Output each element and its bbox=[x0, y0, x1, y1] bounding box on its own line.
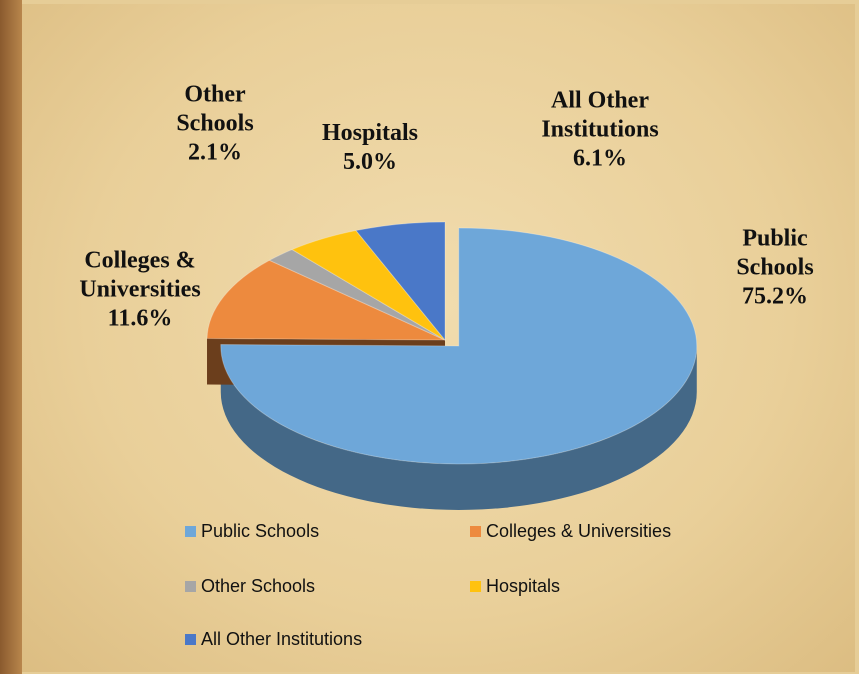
legend-swatch bbox=[185, 634, 196, 645]
legend-item: Colleges & Universities bbox=[470, 521, 671, 542]
legend-label: Hospitals bbox=[486, 576, 561, 596]
data-label: Hospitals 5.0% bbox=[295, 119, 445, 177]
data-label-value: 5.0% bbox=[343, 149, 397, 175]
data-label-name: Hospitals bbox=[321, 120, 419, 146]
data-label-name: Colleges & Universities bbox=[79, 247, 201, 303]
legend-label: Colleges & Universities bbox=[486, 521, 672, 541]
legend-swatch bbox=[185, 581, 196, 592]
slice bbox=[220, 227, 698, 465]
slice bbox=[206, 259, 446, 341]
slice bbox=[291, 230, 446, 341]
data-label-name: Public Schools bbox=[736, 225, 814, 281]
legend-item: Other Schools bbox=[185, 576, 315, 597]
data-label: Colleges & Universities 11.6% bbox=[65, 247, 215, 334]
legend-swatch bbox=[185, 526, 196, 537]
legend-item: Public Schools bbox=[185, 521, 319, 542]
slice-side bbox=[220, 345, 697, 510]
data-label: All Other Institutions 6.1% bbox=[525, 87, 675, 174]
legend-item: Hospitals bbox=[470, 576, 560, 597]
data-label-name: Other Schools bbox=[176, 81, 254, 137]
data-label-value: 11.6% bbox=[107, 305, 173, 332]
legend-label: Public Schools bbox=[201, 521, 320, 541]
data-label-value: 2.1% bbox=[188, 139, 242, 166]
legend-swatch bbox=[470, 526, 481, 537]
data-label-name: All Other Institutions bbox=[541, 87, 659, 143]
data-label: Public Schools 75.2% bbox=[710, 225, 840, 312]
slice bbox=[355, 221, 446, 342]
slice bbox=[268, 248, 446, 341]
legend-swatch bbox=[470, 581, 481, 592]
legend-label: All Other Institutions bbox=[201, 629, 363, 649]
legend-label: Other Schools bbox=[201, 576, 316, 596]
data-label-value: 6.1% bbox=[573, 145, 627, 172]
data-label: Other Schools 2.1% bbox=[155, 81, 275, 168]
legend-item: All Other Institutions bbox=[185, 629, 362, 650]
data-label-value: 75.2% bbox=[742, 283, 808, 310]
